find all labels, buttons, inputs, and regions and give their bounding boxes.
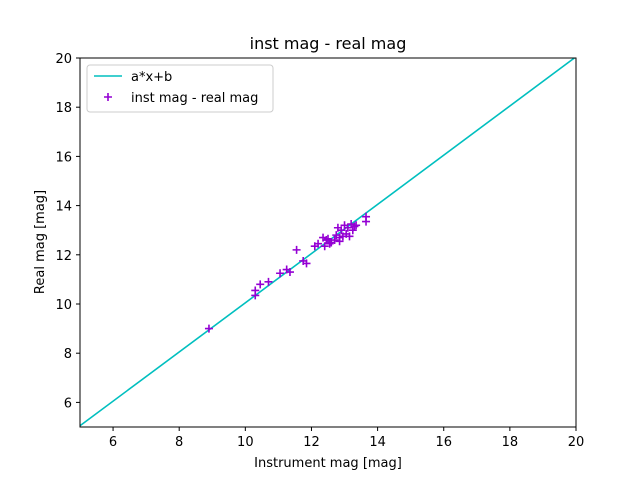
scatter-point [348,226,357,235]
scatter-point [324,234,332,243]
scatter-point [330,236,339,245]
x-tick-label: 14 [369,435,386,450]
scatter-point [302,259,311,268]
scatter-point [325,239,334,248]
x-tick-label: 10 [237,435,254,450]
scatter-point [276,269,285,278]
x-axis-ticks: 6 8 10 12 14 16 18 20 [109,427,584,450]
scatter-point [352,221,361,230]
plot-area [80,58,576,427]
x-tick-label: 16 [435,435,452,450]
y-axis-label: Real mag [mag] [33,190,48,294]
legend-box [86,64,274,113]
scatter-point [264,277,273,286]
legend-scatter-swatch [104,93,112,101]
scatter-point [285,268,294,277]
chart-title: inst mag - real mag [250,34,407,53]
y-tick-label: 18 [55,101,72,116]
legend-scatter-marker [104,93,112,101]
scatter-point [345,232,354,241]
x-tick-label: 20 [568,435,585,450]
y-tick-label: 6 [64,396,72,411]
scatter-point [350,222,359,231]
legend: a*x+b inst mag - real mag [86,64,274,113]
x-tick-label: 18 [502,435,519,450]
scatter-point [335,237,344,246]
scatter-point [292,245,301,254]
scatter-point [204,324,213,333]
x-tick-label: 12 [303,435,320,450]
x-tick-label: 6 [109,435,117,450]
x-tick-label: 8 [175,435,183,450]
scatter-points [204,212,371,333]
legend-scatter-label: inst mag - real mag [131,91,258,106]
y-axis-ticks: 6 8 10 12 14 16 18 20 [55,52,80,411]
plot-frame [79,57,577,428]
y-tick-label: 20 [55,52,72,67]
y-tick-label: 8 [64,347,72,362]
legend-fit-label: a*x+b [131,70,172,85]
scatter-point [362,212,371,221]
y-tick-label: 14 [55,200,72,215]
y-tick-label: 16 [55,150,72,165]
y-tick-label: 10 [55,298,72,313]
scatter-point [337,226,346,235]
scatter-point [314,239,323,248]
y-tick-label: 12 [55,249,72,264]
scatter-point [251,286,260,295]
x-axis-label: Instrument mag [mag] [254,456,402,471]
scatter-point [256,280,265,289]
scatter-point [320,242,329,251]
